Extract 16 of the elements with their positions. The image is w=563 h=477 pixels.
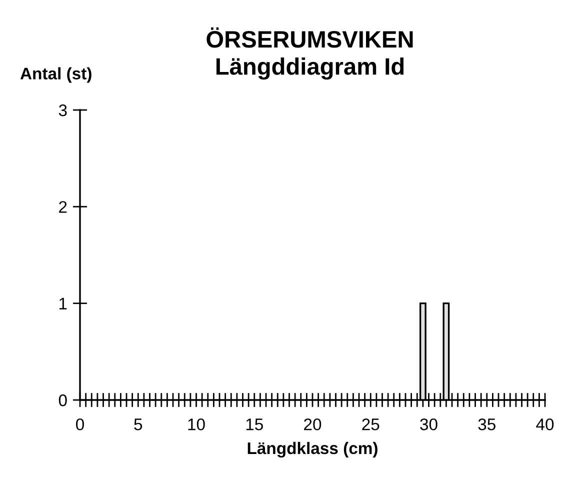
x-tick-label: 25 — [362, 418, 380, 430]
x-tick-label: 0 — [76, 418, 84, 430]
y-tick-label: 1 — [60, 298, 67, 310]
y-tick-label: 3 — [58, 104, 67, 116]
x-tick-label: 30 — [420, 418, 438, 430]
x-axis-title: Längdklass (cm) — [248, 442, 378, 458]
chart-title: ÖRSERUMSVIKEN Längddiagram Id — [206, 27, 413, 80]
y-axis-title: Antal (st) — [20, 67, 92, 83]
x-tick-label: 10 — [188, 418, 205, 430]
x-tick-label: 20 — [304, 418, 322, 430]
y-tick-label: 0 — [58, 394, 67, 406]
x-tick-label: 35 — [478, 418, 496, 430]
x-tick-label: 5 — [134, 418, 142, 430]
x-tick-label: 40 — [536, 418, 554, 430]
x-tick-label: 15 — [246, 418, 263, 430]
y-tick-label: 2 — [59, 201, 67, 213]
